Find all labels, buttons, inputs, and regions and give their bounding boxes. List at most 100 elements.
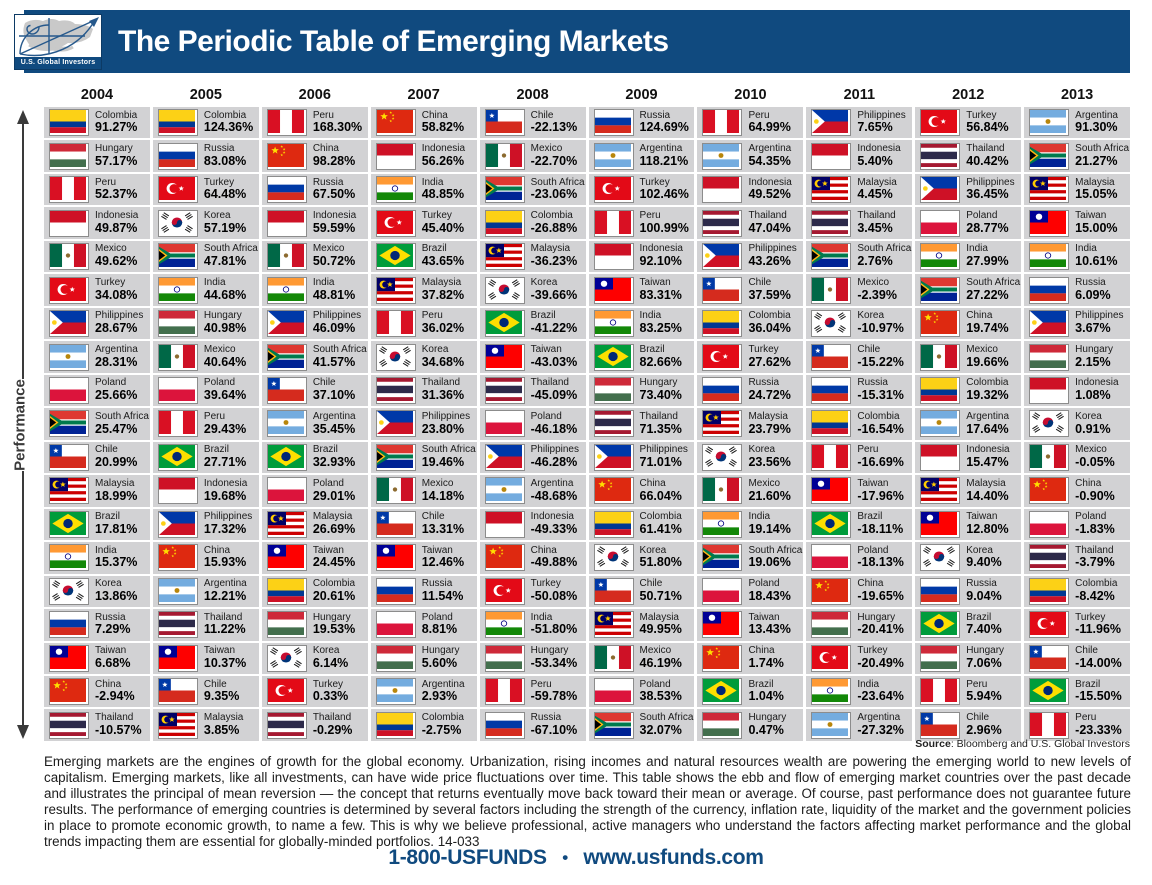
performance-value: 52.37%: [95, 187, 138, 202]
country-name: Indonesia: [748, 176, 792, 188]
hungary-flag-icon: [920, 644, 961, 672]
performance-value: 47.04%: [748, 220, 791, 235]
country-name: Hungary: [203, 310, 242, 322]
country-name: Russia: [966, 578, 997, 590]
market-cell: South Africa 19.06%: [697, 542, 804, 574]
market-cell: Taiwan 10.37%: [152, 642, 259, 674]
country-name: Turkey: [748, 343, 779, 355]
market-cell: Chile 37.59%: [697, 274, 804, 306]
hungary-flag-icon: [266, 611, 307, 639]
performance-value: -3.79%: [1075, 555, 1115, 570]
india-flag-icon: [375, 176, 416, 204]
indonesia-flag-icon: [484, 510, 525, 538]
china-flag-icon: [266, 142, 307, 170]
market-cell: Hungary 57.17%: [44, 140, 150, 172]
market-cell: Russia -15.31%: [806, 374, 913, 407]
performance-value: 12.21%: [203, 588, 247, 603]
thailand-flag-icon: [49, 711, 89, 739]
market-cell: Brazil 17.81%: [44, 508, 150, 541]
thailand-flag-icon: [593, 410, 634, 438]
country-name: Poland: [639, 678, 671, 690]
market-cell: Korea 13.86%: [44, 575, 150, 608]
turkey-flag-icon: [811, 644, 852, 672]
malaysia-flag-icon: [811, 176, 852, 204]
performance-value: 5.40%: [857, 153, 893, 168]
country-name: Korea: [203, 209, 231, 221]
performance-value: 24.72%: [748, 388, 791, 403]
country-name: Chile: [95, 444, 118, 456]
market-cell: Poland 38.53%: [588, 675, 695, 708]
country-name: Indonesia: [203, 477, 248, 489]
performance-value: -22.70%: [530, 153, 578, 168]
website-link[interactable]: www.usfunds.com: [583, 846, 764, 869]
south-africa-flag-icon: [920, 276, 961, 304]
market-cell: Mexico -2.39%: [806, 274, 913, 306]
performance-value: 40.64%: [203, 354, 247, 369]
country-name: Poland: [530, 410, 562, 422]
korea-flag-icon: [702, 443, 743, 471]
india-flag-icon: [920, 243, 961, 271]
market-cell: Malaysia -36.23%: [479, 240, 586, 273]
market-cell: India -23.64%: [806, 675, 913, 708]
country-name: Hungary: [530, 645, 569, 657]
performance-value: 45.40%: [421, 220, 465, 235]
country-name: South Africa: [966, 276, 1021, 288]
market-cell: Hungary 0.47%: [697, 709, 804, 741]
country-name: Malaysia: [421, 276, 462, 288]
south-africa-flag-icon: [375, 443, 416, 471]
year-column-2010: Peru 64.99% Argentina 54.35% Indonesia 49.52%…: [697, 107, 804, 741]
country-name: Argentina: [966, 410, 1010, 422]
market-cell: Poland 28.77%: [915, 207, 1022, 239]
korea-flag-icon: [157, 209, 198, 237]
brazil-flag-icon: [484, 310, 525, 338]
market-cell: Thailand 71.35%: [588, 408, 695, 440]
market-cell: Colombia 19.32%: [915, 374, 1022, 407]
performance-value: 11.22%: [203, 622, 246, 637]
market-cell: Russia 83.08%: [152, 140, 259, 172]
country-name: Colombia: [639, 511, 682, 523]
market-cell: China -49.88%: [479, 542, 586, 574]
performance-value: 15.05%: [1075, 187, 1118, 202]
performance-value: 1.74%: [748, 655, 784, 670]
philippines-flag-icon: [811, 109, 852, 137]
country-name: Argentina: [748, 143, 792, 155]
country-name: China: [639, 477, 666, 489]
country-name: South Africa: [312, 343, 367, 355]
market-cell: Russia 9.04%: [915, 575, 1022, 608]
indonesia-flag-icon: [920, 443, 961, 471]
philippines-flag-icon: [49, 310, 89, 338]
performance-value: -0.29%: [312, 722, 353, 737]
turkey-flag-icon: [1029, 611, 1070, 639]
performance-value: 0.33%: [312, 689, 349, 704]
indonesia-flag-icon: [811, 142, 852, 170]
performance-value: 2.15%: [1075, 354, 1111, 369]
market-cell: Russia 24.72%: [697, 374, 804, 407]
market-cell: Korea 34.68%: [370, 341, 477, 373]
korea-flag-icon: [375, 343, 416, 371]
performance-value: 7.65%: [857, 120, 893, 135]
year-header-2006: 2006: [298, 87, 331, 103]
poland-flag-icon: [266, 477, 307, 505]
performance-value: -22.13%: [530, 120, 578, 135]
market-cell: Mexico 49.62%: [44, 240, 150, 273]
market-cell: Chile -22.13%: [479, 107, 586, 139]
performance-value: 98.28%: [312, 153, 356, 168]
country-name: Argentina: [530, 477, 574, 489]
performance-value: 91.27%: [95, 120, 138, 135]
performance-value: 40.98%: [203, 321, 247, 336]
korea-flag-icon: [593, 544, 634, 572]
market-cell: Colombia 91.27%: [44, 107, 150, 139]
country-name: Thailand: [95, 712, 134, 724]
argentina-flag-icon: [49, 343, 89, 371]
country-name: China: [530, 544, 557, 556]
brazil-flag-icon: [266, 443, 307, 471]
peru-flag-icon: [157, 410, 198, 438]
country-name: Russia: [639, 109, 671, 121]
india-flag-icon: [484, 611, 525, 639]
country-name: Philippines: [203, 511, 253, 523]
indonesia-flag-icon: [375, 142, 416, 170]
performance-value: 2.93%: [421, 689, 458, 704]
performance-value: 19.14%: [748, 522, 791, 536]
market-cell: Taiwan -17.96%: [806, 475, 913, 507]
year-column-2012: Turkey 56.84% Thailand 40.42% Philippines 36.…: [915, 107, 1022, 741]
